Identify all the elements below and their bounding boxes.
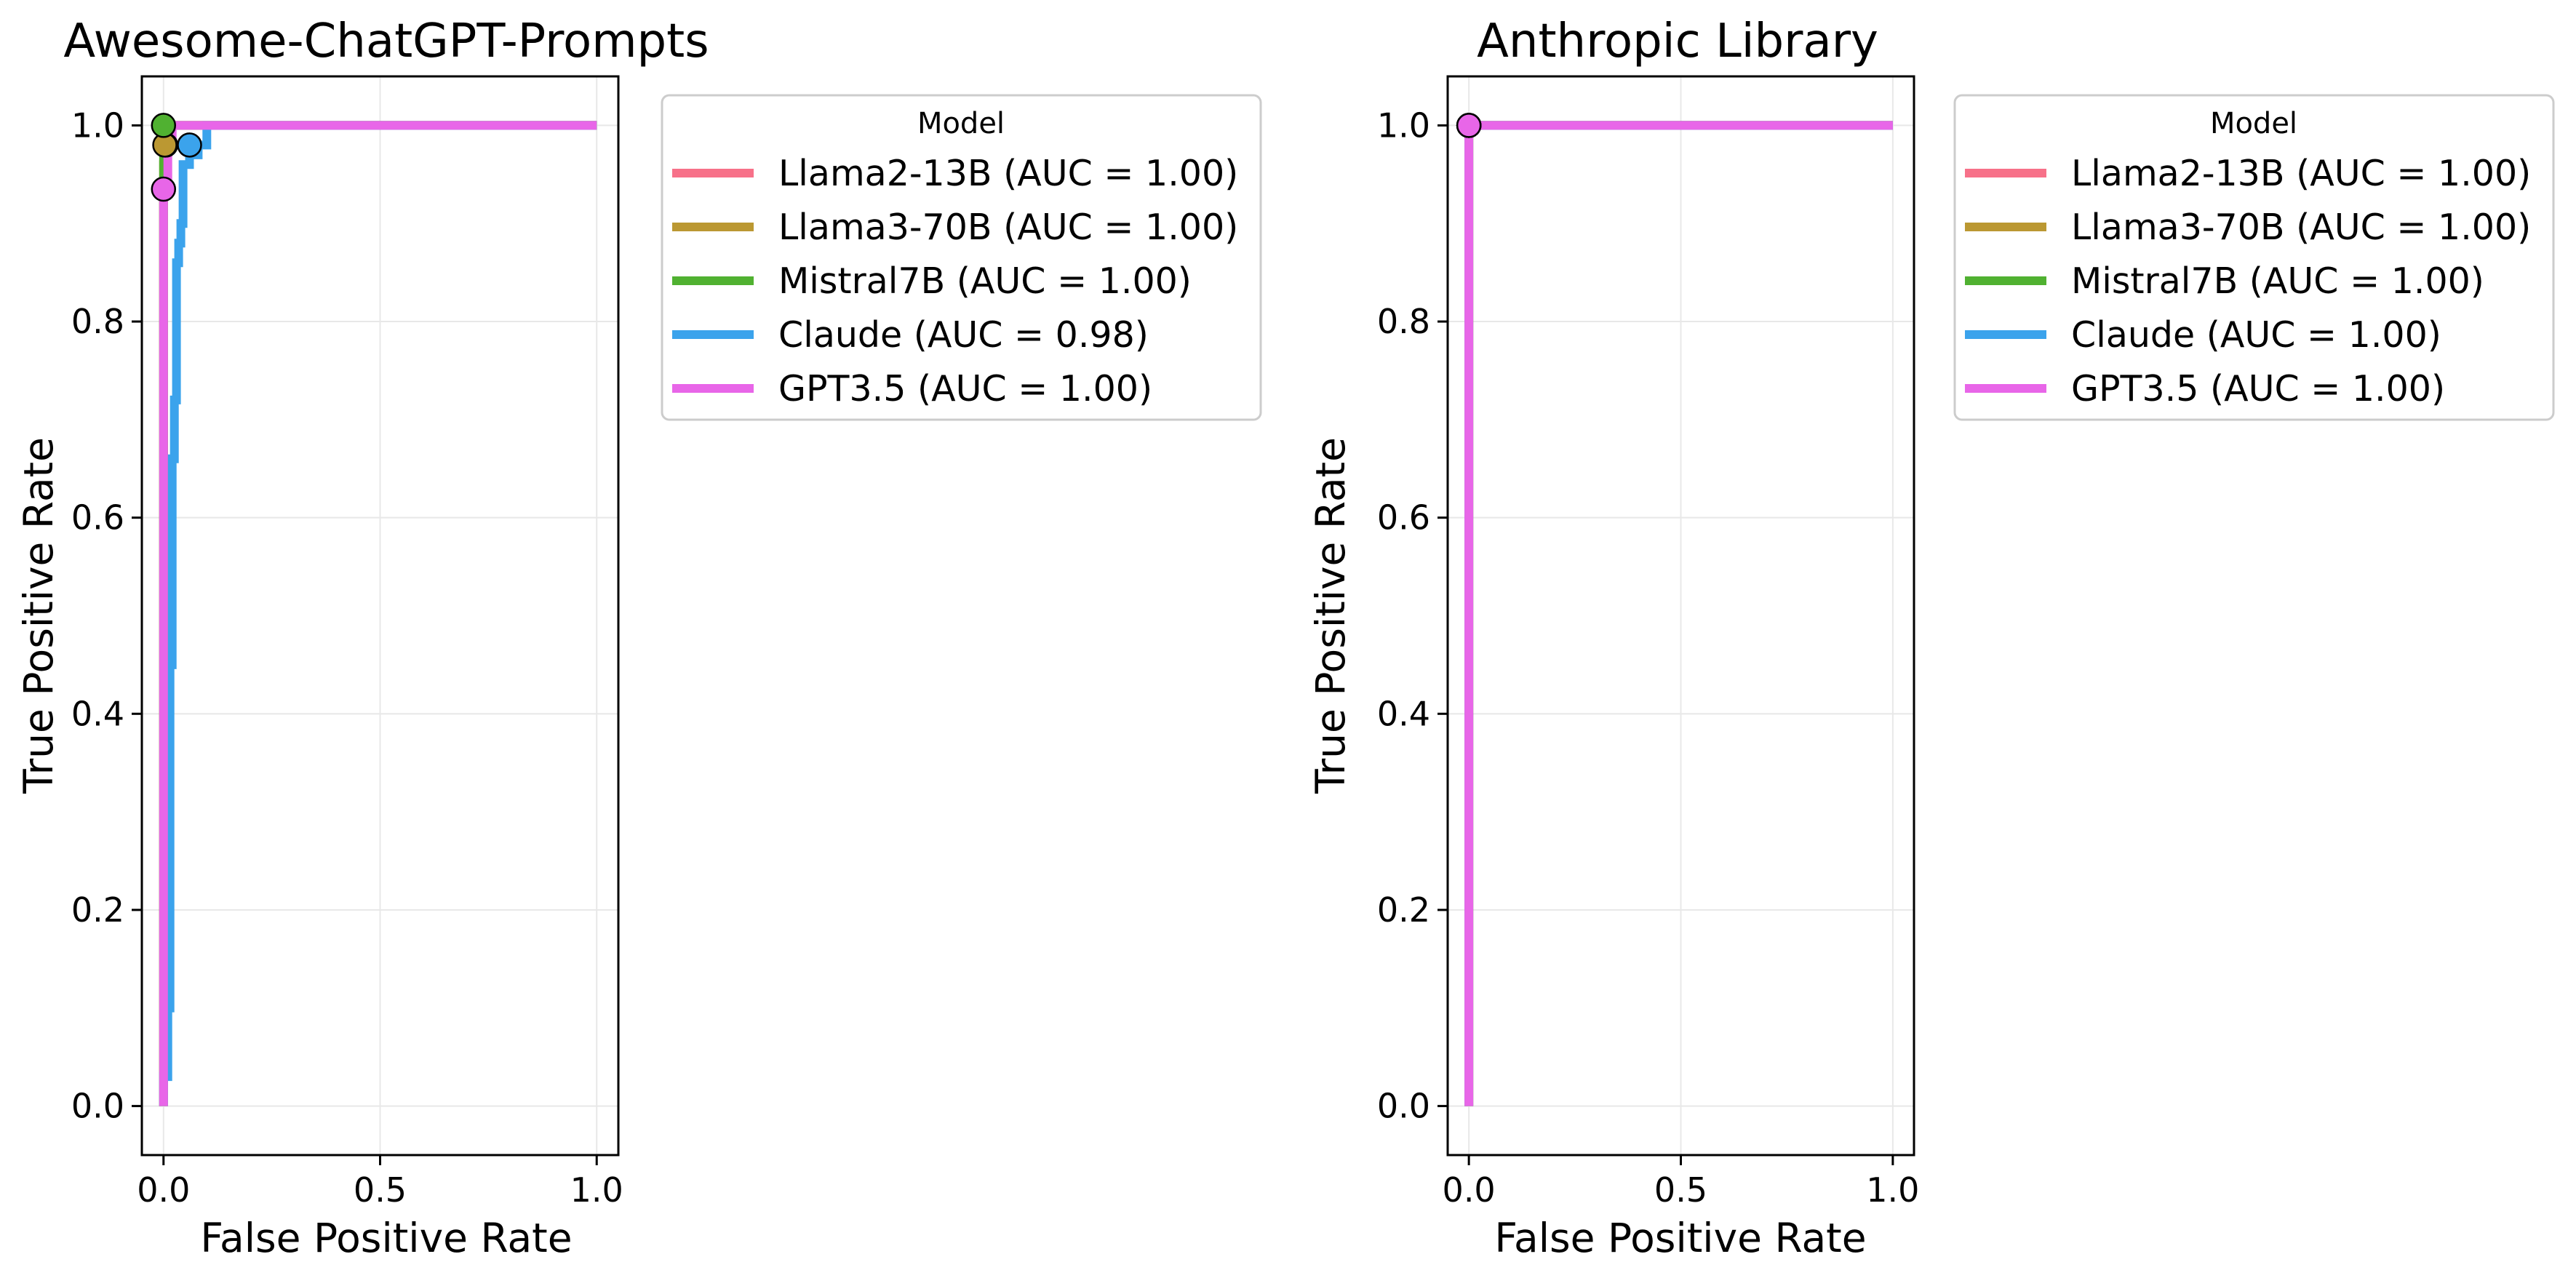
markers <box>151 113 202 202</box>
y-tick-label: 0.6 <box>1377 498 1430 538</box>
x-tick-label: 0.0 <box>1443 1170 1496 1210</box>
legend-title: Model <box>917 107 1005 140</box>
legend-box <box>661 94 1262 421</box>
y-ticks: 0.0 0.2 0.4 0.6 0.8 1.0 <box>71 105 142 1126</box>
y-tick-label: 1.0 <box>1377 105 1430 145</box>
legend-label-2: Mistral7B (AUC = 1.00) <box>778 260 1192 302</box>
legend: Model Llama2-13B (AUC = 1.00) Llama3-70B … <box>1953 94 2555 421</box>
x-axis: 0.0 0.5 1.0 False Positive Rate <box>1443 1155 1919 1261</box>
plot-area <box>140 75 620 1157</box>
legend-title: Model <box>2210 107 2297 140</box>
x-tick-label: 0.5 <box>354 1170 407 1210</box>
x-axis-label: False Positive Rate <box>200 1215 572 1261</box>
y-tick-label: 0.4 <box>1377 694 1430 733</box>
legend-box <box>1953 94 2555 421</box>
y-tick-label: 0.4 <box>71 694 124 733</box>
y-axis-label: True Positive Rate <box>1307 437 1354 794</box>
legend-label-4: GPT3.5 (AUC = 1.00) <box>778 368 1152 410</box>
x-ticks: 0.0 0.5 1.0 <box>1443 1155 1919 1210</box>
legend-label-3: Claude (AUC = 1.00) <box>2071 314 2441 356</box>
chart-title: Awesome-ChatGPT-Prompts <box>63 15 709 68</box>
legend-label-1: Llama3-70B (AUC = 1.00) <box>2071 207 2531 248</box>
x-axis-label: False Positive Rate <box>1494 1215 1866 1261</box>
markers <box>1456 113 1482 138</box>
roc-curve-3 <box>159 121 597 1106</box>
x-axis: 0.0 0.5 1.0 False Positive Rate <box>137 1155 623 1261</box>
y-tick-label: 0.2 <box>71 890 124 930</box>
x-tick-label: 1.0 <box>570 1170 623 1210</box>
x-tick-label: 0.5 <box>1654 1170 1707 1210</box>
operating-point-marker-3 <box>177 132 202 158</box>
x-tick-label: 0.0 <box>137 1170 190 1210</box>
legend-label-1: Llama3-70B (AUC = 1.00) <box>778 207 1238 248</box>
y-tick-label: 0.8 <box>71 302 124 341</box>
x-tick-label: 1.0 <box>1866 1170 1919 1210</box>
y-tick-label: 0.8 <box>1377 302 1430 341</box>
operating-point-marker-4 <box>151 176 177 202</box>
chart-title: Anthropic Library <box>1477 15 1878 68</box>
legend-entries: Llama2-13B (AUC = 1.00) Llama3-70B (AUC =… <box>1965 153 2531 410</box>
y-axis-label: True Positive Rate <box>15 437 62 794</box>
operating-point-marker-4 <box>1456 113 1482 138</box>
roc-panel-awesome-chatgpt-prompts: Awesome-ChatGPT-Prompts 0.0 0.5 1.0 False … <box>15 15 1262 1261</box>
y-tick-label: 0.6 <box>71 498 124 538</box>
legend-label-3: Claude (AUC = 0.98) <box>778 314 1149 356</box>
y-ticks: 0.0 0.2 0.4 0.6 0.8 1.0 <box>1377 105 1448 1126</box>
y-tick-label: 0.2 <box>1377 890 1430 930</box>
x-ticks: 0.0 0.5 1.0 <box>137 1155 623 1210</box>
roc-panel-anthropic-library: Anthropic Library 0.0 0.5 1.0 False Positi… <box>1307 15 2555 1261</box>
legend-label-0: Llama2-13B (AUC = 1.00) <box>778 153 1238 194</box>
legend: Model Llama2-13B (AUC = 1.00) Llama3-70B … <box>661 94 1262 421</box>
legend-label-4: GPT3.5 (AUC = 1.00) <box>2071 368 2445 410</box>
y-tick-label: 1.0 <box>71 105 124 145</box>
y-axis: 0.0 0.2 0.4 0.6 0.8 1.0 True Positive Rate <box>15 105 142 1126</box>
y-tick-label: 0.0 <box>1377 1087 1430 1126</box>
y-axis: 0.0 0.2 0.4 0.6 0.8 1.0 True Positive Rate <box>1307 105 1448 1126</box>
operating-point-marker-2 <box>151 113 177 138</box>
legend-entries: Llama2-13B (AUC = 1.00) Llama3-70B (AUC =… <box>672 153 1238 410</box>
legend-label-0: Llama2-13B (AUC = 1.00) <box>2071 153 2531 194</box>
legend-label-2: Mistral7B (AUC = 1.00) <box>2071 260 2484 302</box>
plot-area <box>1446 75 1915 1157</box>
y-tick-label: 0.0 <box>71 1087 124 1126</box>
